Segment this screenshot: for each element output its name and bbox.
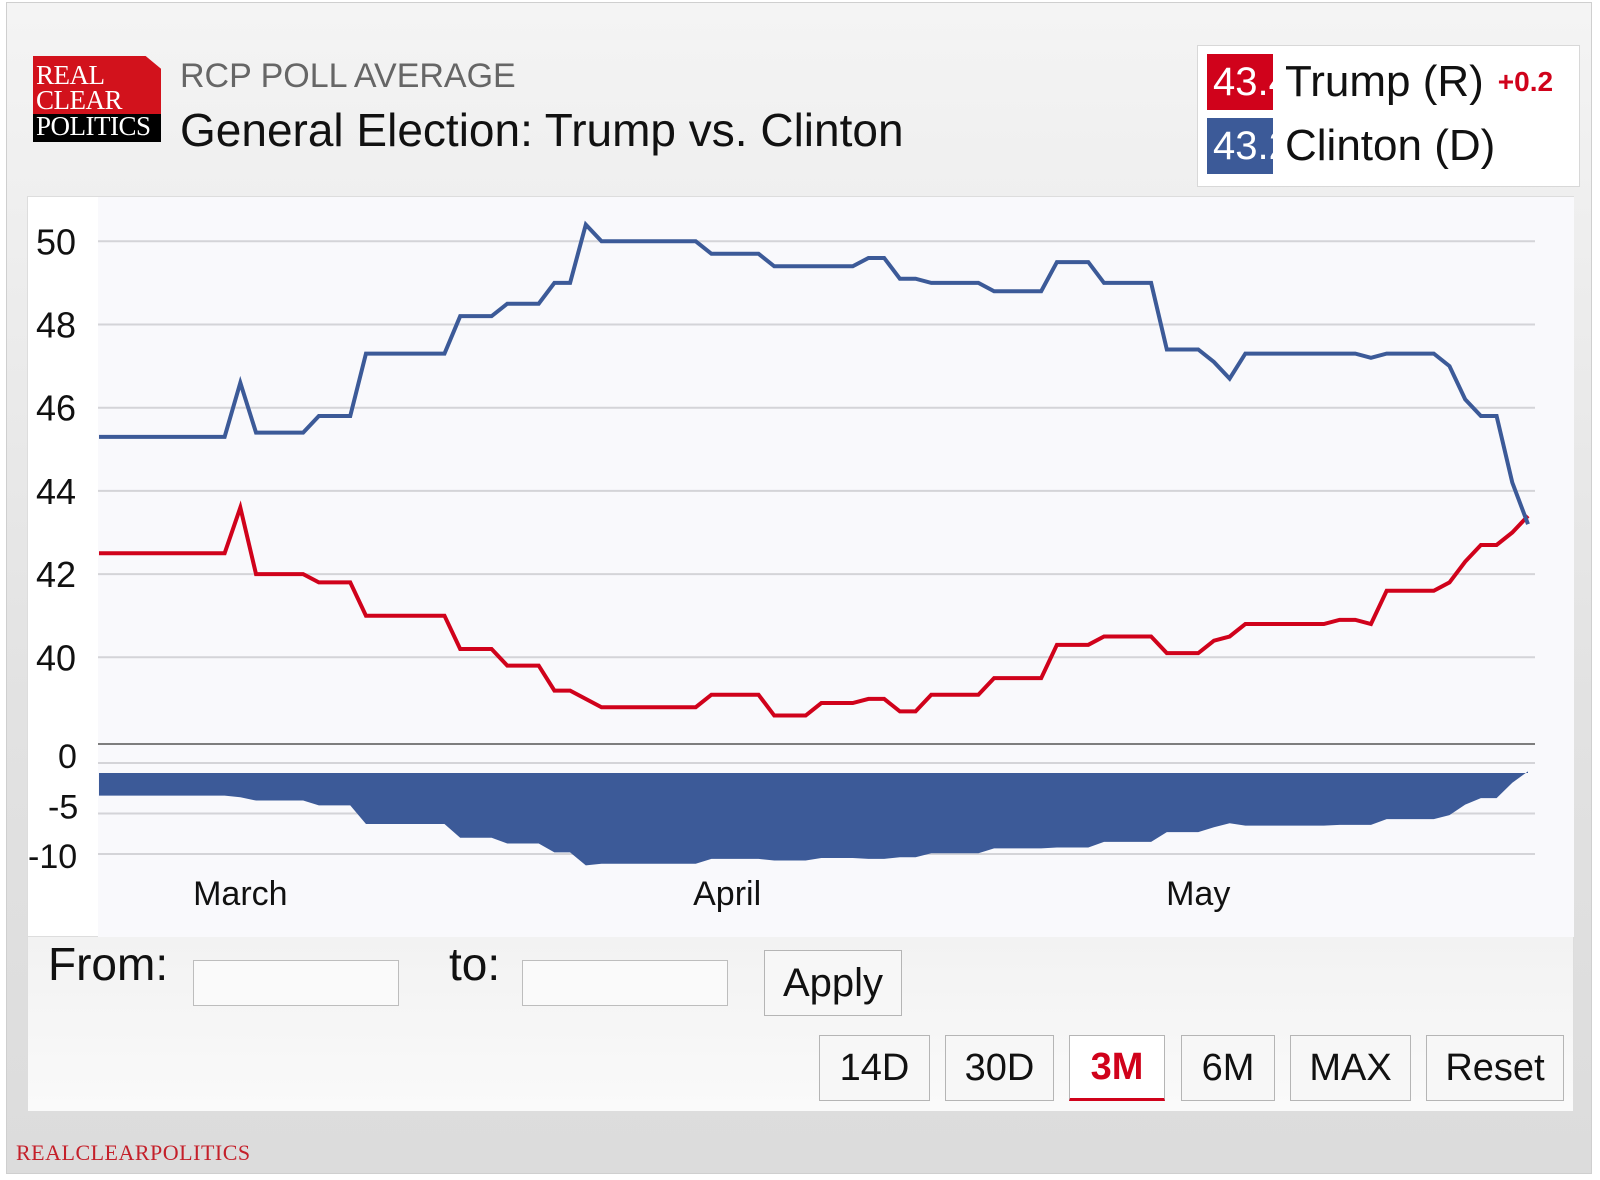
poll-chart: 50 48 46 44 42 40 0 -5 -10 March April May [28, 197, 1574, 938]
footer-brand: REALCLEARPOLITICS [16, 1140, 251, 1165]
from-date-input[interactable] [193, 960, 399, 1006]
y-tick-label: 50 [36, 221, 76, 262]
logo-text: REAL [36, 60, 105, 90]
subtitle: RCP POLL AVERAGE [180, 57, 516, 95]
from-label: From: [48, 938, 169, 990]
to-date-input[interactable] [522, 960, 728, 1006]
y-tick-label: 44 [36, 471, 76, 512]
y-tick-label: 46 [36, 388, 76, 429]
apply-button[interactable]: Apply [764, 950, 902, 1016]
y-tick-label: 48 [36, 305, 76, 346]
legend-item-trump: 43.4 Trump (R) +0.2 [1207, 54, 1553, 110]
spread-tick-label: -10 [28, 838, 77, 876]
clinton-value: 43.2 [1207, 118, 1273, 174]
spread-area [99, 771, 1528, 866]
range-button-14d[interactable]: 14D [819, 1035, 930, 1101]
rcp-logo: REAL CLEAR POLITICS [33, 56, 161, 142]
series-line-trump [99, 500, 1530, 718]
x-tick-label: May [1166, 875, 1230, 913]
series-line-clinton [99, 220, 1530, 525]
range-button-6m[interactable]: 6M [1181, 1035, 1275, 1101]
legend: 43.4 Trump (R) +0.2 43.2 Clinton (D) [1197, 45, 1580, 187]
logo-text: POLITICS [36, 111, 151, 141]
date-controls: From: to: Apply 14D 30D 3M 6M MAX Reset [27, 937, 1574, 1112]
clinton-label: Clinton (D) [1285, 121, 1496, 170]
range-button-3m[interactable]: 3M [1069, 1035, 1165, 1101]
page-title: General Election: Trump vs. Clinton [180, 104, 904, 156]
trump-change: +0.2 [1497, 66, 1554, 97]
range-button-max[interactable]: MAX [1290, 1035, 1411, 1101]
range-button-30d[interactable]: 30D [945, 1035, 1054, 1101]
range-button-reset[interactable]: Reset [1426, 1035, 1564, 1101]
x-tick-label: March [193, 875, 287, 913]
to-label: to: [449, 938, 501, 990]
chart-panel: 50 48 46 44 42 40 0 -5 -10 March April May [27, 196, 1574, 938]
y-tick-label: 40 [36, 637, 76, 678]
trump-label: Trump (R) [1285, 57, 1484, 106]
spread-tick-label: 0 [58, 738, 77, 776]
x-tick-label: April [693, 875, 761, 913]
logo-text: CLEAR [36, 85, 123, 115]
y-tick-label: 42 [36, 554, 76, 595]
spread-tick-label: -5 [48, 789, 78, 827]
legend-item-clinton: 43.2 Clinton (D) [1207, 118, 1495, 174]
trump-value: 43.4 [1207, 54, 1273, 110]
